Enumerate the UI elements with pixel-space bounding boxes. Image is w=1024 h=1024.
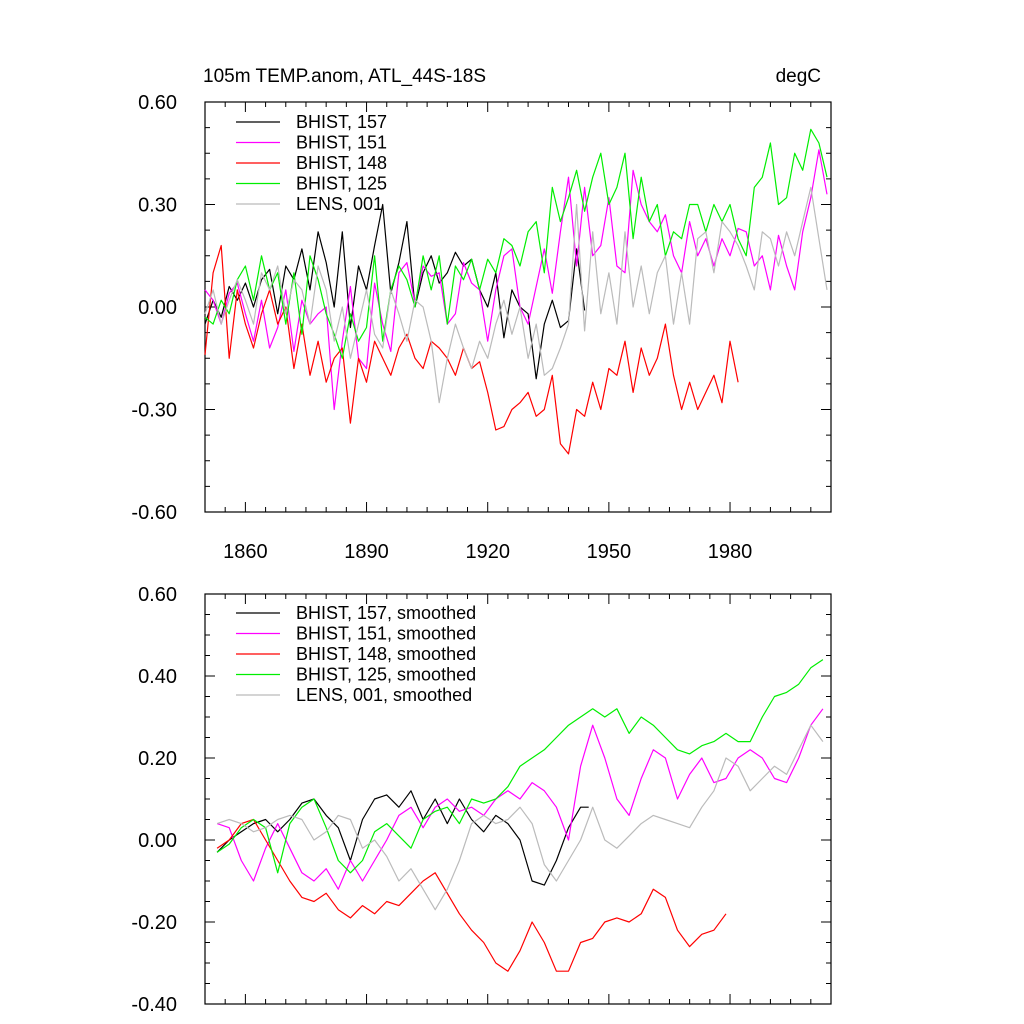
y-tick-label: 0.20 [138, 748, 177, 770]
series-line-4 [204, 186, 828, 404]
top-series-lines [204, 128, 828, 455]
x-tick-label: 1920 [465, 541, 510, 563]
y-tick-label: 0.40 [138, 666, 177, 688]
y-tick-label: -0.60 [131, 502, 177, 524]
y-tick-label: 0.60 [138, 92, 177, 114]
legend-label: LENS, 001 [296, 194, 383, 214]
series-line-1 [216, 708, 824, 890]
top-y-ticks: 0.60 0.30 0.00 -0.30 -0.60 [131, 92, 831, 524]
bottom-panel: 0.60 0.40 0.20 0.00 -0.20 -0.40 BHIST, 157, s… [131, 584, 832, 1016]
legend-label: BHIST, 125 [296, 174, 387, 194]
legend-label: BHIST, 157, smoothed [296, 603, 476, 623]
bottom-series-lines [216, 659, 824, 972]
series-line-4 [216, 724, 824, 911]
y-tick-label: 0.30 [138, 195, 177, 217]
series-line-0 [216, 790, 589, 886]
series-line-3 [216, 659, 824, 874]
legend-label: BHIST, 151 [296, 133, 387, 153]
y-tick-label: -0.30 [131, 400, 177, 422]
x-tick-label: 1890 [344, 541, 389, 563]
legend-label: LENS, 001, smoothed [296, 685, 472, 705]
x-tick-label: 1980 [708, 541, 753, 563]
y-tick-label: -0.40 [131, 994, 177, 1016]
y-tick-label: 0.00 [138, 830, 177, 852]
legend-label: BHIST, 148 [296, 153, 387, 173]
series-line-3 [204, 128, 828, 359]
legend-label: BHIST, 151, smoothed [296, 624, 476, 644]
bottom-y-ticks: 0.60 0.40 0.20 0.00 -0.20 -0.40 [131, 584, 831, 1016]
y-tick-label: -0.20 [131, 912, 177, 934]
series-line-2 [204, 244, 739, 455]
x-tick-label: 1860 [223, 541, 268, 563]
y-tick-label: 0.60 [138, 584, 177, 606]
legend-label: BHIST, 157 [296, 112, 387, 132]
bottom-x-ticks [224, 594, 812, 1004]
legend-label: BHIST, 148, smoothed [296, 644, 476, 664]
y-tick-label: 0.00 [138, 297, 177, 319]
units-label: degC [776, 66, 821, 87]
top-x-ticks: 1860 1890 1920 1950 1980 [223, 102, 812, 563]
x-tick-label: 1950 [587, 541, 632, 563]
chart-title: 105m TEMP.anom, ATL_44S-18S [203, 66, 486, 87]
legend-label: BHIST, 125, smoothed [296, 665, 476, 685]
top-panel: 105m TEMP.anom, ATL_44S-18S degC 0.60 0.3… [131, 66, 832, 563]
series-line-2 [216, 818, 727, 972]
